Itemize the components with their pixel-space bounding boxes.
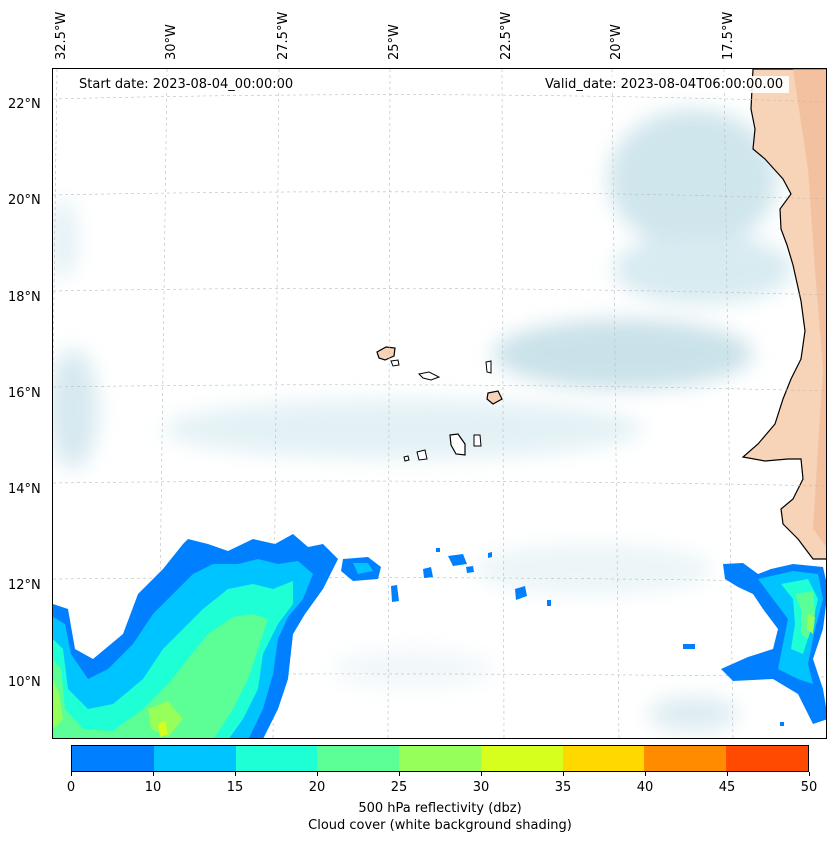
lon-label-20w: 20°W xyxy=(609,24,624,60)
island-boa-vista xyxy=(486,390,503,405)
island-brava xyxy=(403,455,410,462)
lon-label-30w: 30°W xyxy=(164,24,179,60)
lat-label-20n: 20°N xyxy=(8,193,41,208)
cloud-patch-se xyxy=(473,544,713,594)
colorbar xyxy=(71,745,809,772)
colorbar-segment-7 xyxy=(644,746,727,771)
lat-label-18n: 18°N xyxy=(8,290,41,305)
colorbar-tick-mark xyxy=(644,772,646,776)
colorbar-segment-1 xyxy=(153,746,236,771)
lat-label-10n: 10°N xyxy=(8,675,41,690)
colorbar-tick-label: 40 xyxy=(636,780,654,795)
colorbar-segment-3 xyxy=(317,746,400,771)
colorbar-tick-label: 0 xyxy=(66,780,76,795)
cloud-patch-east xyxy=(493,319,753,389)
lat-label-14n: 14°N xyxy=(8,482,41,497)
colorbar-tick-label: 35 xyxy=(554,780,572,795)
colorbar-tick-label: 45 xyxy=(718,780,736,795)
colorbar-segment-5 xyxy=(480,746,563,771)
island-santiago xyxy=(449,433,466,456)
colorbar-tick-label: 10 xyxy=(144,780,162,795)
colorbar-tick-mark xyxy=(316,772,318,776)
colorbar-tick-label: 50 xyxy=(800,780,818,795)
reflectivity-sw-cluster xyxy=(53,534,338,738)
colorbar-segment-4 xyxy=(399,746,481,771)
island-fogo xyxy=(416,449,428,461)
colorbar-tick-label: 30 xyxy=(472,780,490,795)
colorbar-tick-mark xyxy=(808,772,810,776)
island-santo-antao xyxy=(376,346,396,361)
valid-date-label: Valid_date: 2023-08-04T06:00:00.00 xyxy=(539,76,790,93)
colorbar-label-cloud-cover: Cloud cover (white background shading) xyxy=(308,818,572,833)
lat-label-12n: 12°N xyxy=(8,578,41,593)
island-sal xyxy=(485,360,492,374)
colorbar-tick-mark xyxy=(562,772,564,776)
island-sao-vicente xyxy=(390,359,400,367)
lat-label-22n: 22°N xyxy=(8,97,41,112)
africa-interior-shade xyxy=(793,69,826,547)
cloud-patch-sse xyxy=(648,696,738,732)
cloud-patch-central xyxy=(163,399,643,459)
cloud-patch-west xyxy=(53,349,98,469)
map-panel xyxy=(52,68,827,739)
map-canvas xyxy=(53,69,826,738)
colorbar-segment-2 xyxy=(235,746,318,771)
colorbar-tick-mark xyxy=(152,772,154,776)
island-maio xyxy=(473,434,482,447)
reflectivity-east-cluster xyxy=(683,563,826,726)
cloud-patch-s xyxy=(333,649,493,689)
colorbar-tick-mark xyxy=(70,772,72,776)
reflectivity-central-cells xyxy=(341,548,551,606)
lon-label-22-5w: 22.5°W xyxy=(499,11,514,60)
colorbar-segment-8 xyxy=(726,746,809,771)
cloud-cover-layer xyxy=(53,109,793,732)
colorbar-tick-label: 20 xyxy=(308,780,326,795)
start-date-label: Start date: 2023-08-04_00:00:00 xyxy=(73,76,300,93)
lat-label-16n: 16°N xyxy=(8,386,41,401)
colorbar-tick-label: 15 xyxy=(226,780,244,795)
cloud-patch-nw xyxy=(53,199,78,279)
cloud-patch-ne2 xyxy=(613,234,793,304)
africa-coast xyxy=(741,69,826,560)
lon-label-27-5w: 27.5°W xyxy=(276,11,291,60)
colorbar-segment-0 xyxy=(72,746,154,771)
land-layer xyxy=(376,69,826,560)
reflectivity-layer xyxy=(53,534,826,738)
lon-label-17-5w: 17.5°W xyxy=(721,11,736,60)
colorbar-tick-label: 25 xyxy=(390,780,408,795)
colorbar-segment-6 xyxy=(562,746,645,771)
colorbar-tick-mark xyxy=(480,772,482,776)
cloud-patch-ne xyxy=(608,109,778,249)
colorbar-tick-mark xyxy=(726,772,728,776)
colorbar-tick-mark xyxy=(234,772,236,776)
island-sao-nicolau xyxy=(417,371,441,381)
lon-label-32-5w: 32.5°W xyxy=(54,11,69,60)
lon-label-25w: 25°W xyxy=(387,24,402,60)
colorbar-label-reflectivity: 500 hPa reflectivity (dbz) xyxy=(358,801,522,816)
colorbar-tick-mark xyxy=(398,772,400,776)
